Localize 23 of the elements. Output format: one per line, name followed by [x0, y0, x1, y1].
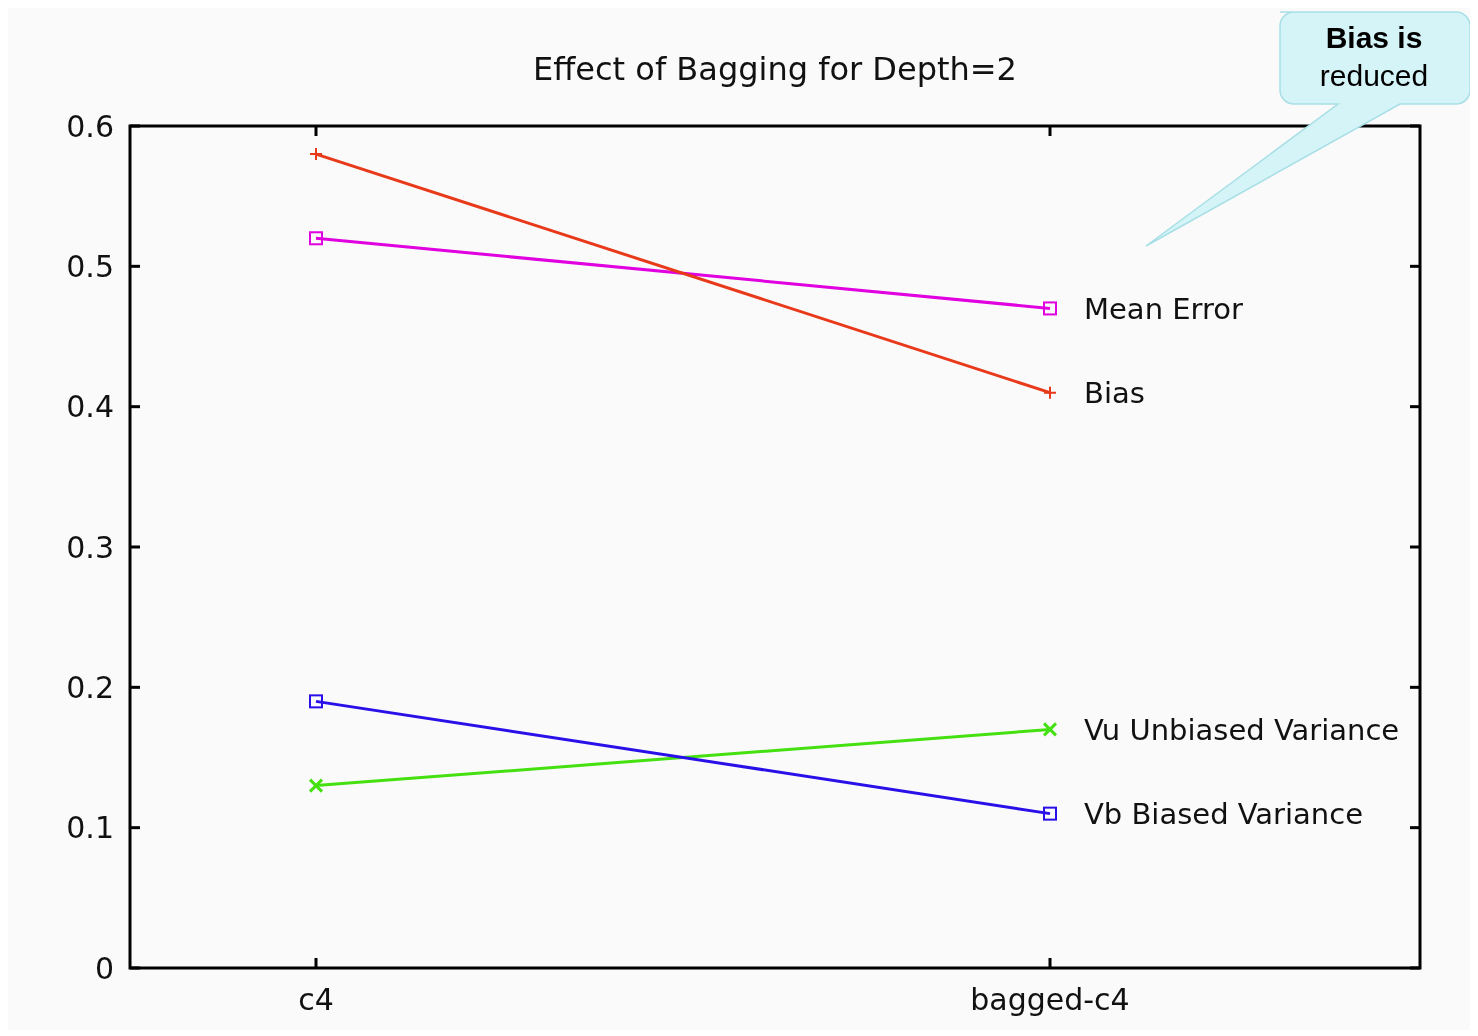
x-tick-label: c4: [298, 982, 334, 1017]
point: [309, 694, 323, 709]
y-tick-label: 0.4: [66, 389, 114, 425]
y-tick-label: 0: [94, 950, 114, 986]
point: [309, 231, 323, 246]
y-tick-label: 0.1: [66, 810, 114, 846]
point: [309, 147, 323, 162]
point: [1043, 385, 1057, 400]
y-tick-label: 0.3: [66, 529, 114, 565]
y-tick-label: 0.5: [66, 248, 114, 284]
y-tick-label: 0.6: [66, 108, 114, 144]
chart-title: Effect of Bagging for Depth=2: [533, 50, 1017, 88]
y-tick-label: 0.2: [66, 669, 114, 705]
point: [1043, 806, 1057, 821]
point: [1042, 721, 1058, 737]
series-label: Mean Error: [1084, 291, 1243, 326]
point: [1043, 301, 1057, 316]
point: [308, 778, 324, 794]
series-label: Vu Unbiased Variance: [1084, 712, 1400, 747]
series-label: Vb Biased Variance: [1084, 796, 1364, 831]
x-tick-label: bagged-c4: [970, 982, 1130, 1017]
series-label: Bias: [1084, 375, 1145, 410]
text: Bias is reduced: [1319, 21, 1429, 92]
